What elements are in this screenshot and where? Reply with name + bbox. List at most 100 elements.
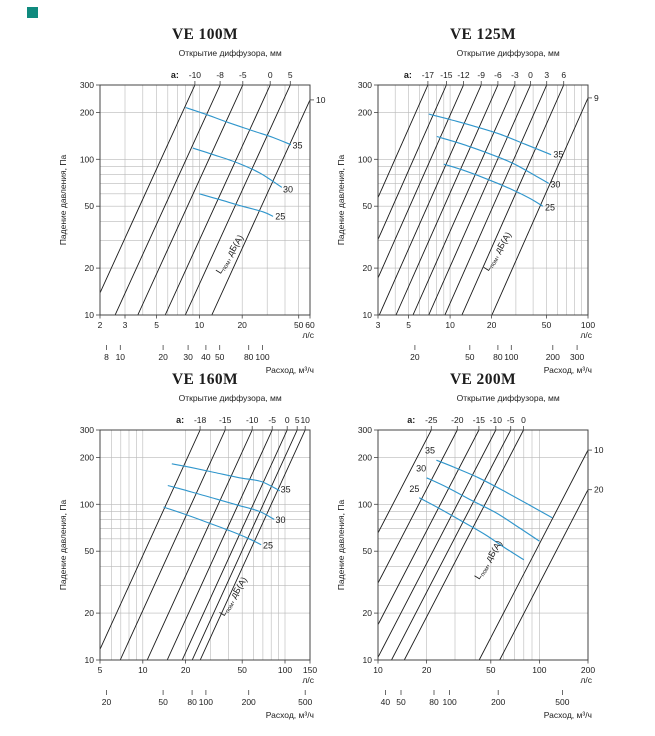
y-tick-label: 10: [363, 655, 373, 665]
noise-curve: [418, 497, 525, 561]
opening-line: [378, 430, 497, 658]
y-tick-label: 50: [363, 201, 373, 211]
x-tick-label: 5: [154, 320, 159, 330]
y-tick-label: 300: [80, 425, 94, 435]
x-tick-label: 5: [406, 320, 411, 330]
opening-label: -15: [440, 70, 453, 80]
x-tick-label: 2: [98, 320, 103, 330]
y-tick-label: 20: [85, 608, 95, 618]
noise-curve-label: 25: [409, 484, 419, 494]
y-axis-label: Падение давления, Па: [336, 500, 346, 591]
y-tick-label: 20: [363, 608, 373, 618]
x-tick-label: 50: [542, 320, 552, 330]
m3h-tick-label: 20: [102, 697, 112, 707]
opening-line: [378, 85, 447, 240]
y-tick-label: 200: [358, 452, 372, 462]
x-tick-label: 100: [532, 665, 546, 675]
y-tick-label: 300: [358, 425, 372, 435]
noise-curve-label: 30: [416, 464, 426, 474]
m3h-tick-label: 200: [242, 697, 256, 707]
opening-label: 20: [594, 485, 604, 495]
opening-label: -15: [473, 415, 486, 425]
plot-border: [99, 84, 311, 316]
opening-line: [378, 85, 464, 279]
noise-axis-label: Lпом, дБ(А): [217, 575, 250, 619]
opening-lines: [100, 430, 306, 660]
x-tick-label: 3: [123, 320, 128, 330]
m3h-tick-label: 80: [493, 352, 503, 362]
x-tick-label: 20: [237, 320, 247, 330]
m3h-tick-label: 500: [298, 697, 312, 707]
noise-axis-label-pre: L: [472, 572, 483, 582]
opening-label: -18: [194, 415, 207, 425]
m3h-tick-label: 20: [158, 352, 168, 362]
chart-title: VE 200M: [450, 371, 516, 388]
opening-line: [403, 430, 524, 660]
opening-line: [146, 430, 253, 660]
x-tick-label: 100: [581, 320, 595, 330]
x-axis-label: Расход, м³/ч: [544, 365, 592, 375]
m3h-tick-label: 100: [504, 352, 518, 362]
x-unit-label: л/с: [302, 330, 314, 340]
opening-line: [378, 430, 458, 584]
chart-panel: -25 -20 -15 -10 -5 0 10 20 35 30 25 Lпом, дБ(А) VE 2…: [336, 371, 604, 720]
noise-curves: [163, 463, 281, 546]
opening-label: 6: [561, 70, 566, 80]
x-unit-label: л/с: [302, 675, 314, 685]
noise-curve: [163, 506, 262, 546]
opening-label: -9: [477, 70, 485, 80]
x-tick-label: 50: [294, 320, 304, 330]
noise-curve-label: 35: [553, 149, 563, 159]
a-label: а:: [176, 415, 184, 425]
opening-label: -25: [425, 415, 438, 425]
opening-line: [114, 85, 221, 315]
m3h-tick-label: 80: [244, 352, 254, 362]
m3h-tick-label: 300: [570, 352, 584, 362]
opening-label: -6: [494, 70, 502, 80]
y-tick-label: 10: [85, 655, 95, 665]
opening-label: 10: [316, 95, 326, 105]
m3h-tick-label: 100: [199, 697, 213, 707]
m3h-tick-label: 20: [410, 352, 420, 362]
opening-line: [119, 430, 226, 660]
y-axis-label: Падение давления, Па: [58, 155, 68, 246]
y-tick-label: 100: [80, 499, 94, 509]
noise-curve-label: 35: [425, 446, 435, 456]
y-tick-label: 50: [85, 546, 95, 556]
opening-line: [166, 430, 273, 660]
y-tick-label: 50: [85, 201, 95, 211]
m3h-tick-label: 50: [158, 697, 168, 707]
grid-lines: [378, 430, 588, 660]
m3h-tick-label: 200: [546, 352, 560, 362]
opening-line: [428, 85, 531, 315]
opening-label: -5: [268, 415, 276, 425]
opening-label: -15: [219, 415, 232, 425]
y-axis-label: Падение давления, Па: [336, 155, 346, 246]
m3h-tick-label: 80: [429, 697, 439, 707]
noise-curve: [192, 147, 283, 188]
chart-title: VE 100M: [172, 26, 238, 43]
opening-label: 3: [544, 70, 549, 80]
y-tick-label: 300: [358, 80, 372, 90]
x-tick-label: 20: [487, 320, 497, 330]
x-tick-label: 10: [445, 320, 455, 330]
a-label: а:: [171, 70, 179, 80]
opening-line: [478, 449, 588, 660]
opening-line: [491, 97, 588, 315]
opening-line: [378, 430, 480, 625]
opening-line: [378, 85, 482, 315]
noise-curve: [428, 113, 552, 156]
noise-curve-label: 35: [281, 485, 291, 495]
noise-curve: [436, 459, 553, 519]
a-label: а:: [407, 415, 415, 425]
x-tick-label: 200: [581, 665, 595, 675]
x-axis-label: Расход, м³/ч: [544, 710, 592, 720]
x-tick-label: 5: [98, 665, 103, 675]
opening-line: [181, 430, 288, 660]
m3h-tick-label: 10: [116, 352, 126, 362]
y-tick-label: 100: [358, 154, 372, 164]
noise-axis-label-post: , дБ(А): [481, 539, 504, 568]
